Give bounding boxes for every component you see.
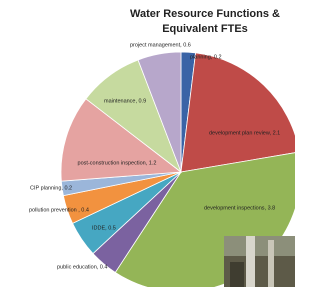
slice-label: planning, 0.2 <box>190 54 222 60</box>
photo-shadow <box>230 262 244 287</box>
slice-label: development plan review, 2.1 <box>209 130 280 136</box>
slice-label: pollution prevention , 0.4 <box>29 207 89 213</box>
photo-trunk <box>246 236 255 287</box>
photo <box>224 236 295 287</box>
slice-label: public education, 0.4 <box>57 264 107 270</box>
chart-title: Water Resource Functions & Equivalent FT… <box>120 7 290 37</box>
chart: planning, 0.2 development plan review, 2.… <box>0 0 295 287</box>
slice-label: development inspections, 3.8 <box>204 205 275 211</box>
photo-trunk <box>268 240 274 287</box>
pie-slice <box>181 53 295 172</box>
slice-label: maintenance, 0.9 <box>104 98 146 104</box>
page: planning, 0.2 development plan review, 2.… <box>0 0 295 287</box>
slice-label: CIP planning, 0.2 <box>30 185 72 191</box>
slice-label: project management, 0.6 <box>130 42 191 48</box>
photo-sky <box>224 236 295 256</box>
slice-label: IDDE, 0.5 <box>92 225 116 231</box>
slice-label: post-construction inspection, 1.2 <box>78 160 157 166</box>
